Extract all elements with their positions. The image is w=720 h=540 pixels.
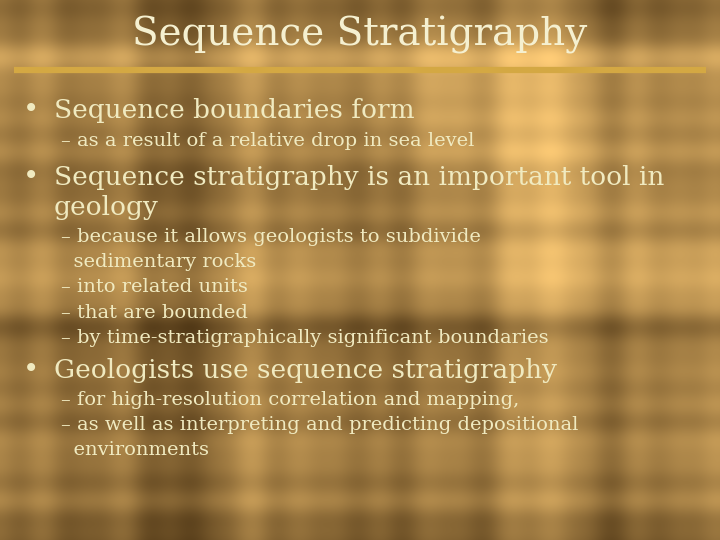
Text: Sequence boundaries form: Sequence boundaries form <box>54 98 415 123</box>
Text: Sequence Stratigraphy: Sequence Stratigraphy <box>132 16 588 54</box>
Text: Geologists use sequence stratigraphy: Geologists use sequence stratigraphy <box>54 359 557 383</box>
Text: – into related units: – into related units <box>61 278 248 296</box>
Text: – as a result of a relative drop in sea level: – as a result of a relative drop in sea … <box>61 132 474 151</box>
Text: •: • <box>23 164 40 191</box>
Text: – that are bounded: – that are bounded <box>61 303 248 322</box>
Text: •: • <box>23 97 40 124</box>
Text: – by time-stratigraphically significant boundaries: – by time-stratigraphically significant … <box>61 329 549 347</box>
Text: – as well as interpreting and predicting depositional: – as well as interpreting and predicting… <box>61 416 579 434</box>
Text: sedimentary rocks: sedimentary rocks <box>61 253 256 271</box>
Text: Sequence stratigraphy is an important tool in: Sequence stratigraphy is an important to… <box>54 165 665 190</box>
Text: – for high-resolution correlation and mapping,: – for high-resolution correlation and ma… <box>61 390 519 409</box>
Text: •: • <box>23 357 40 384</box>
Text: geology: geology <box>54 195 159 220</box>
Text: – because it allows geologists to subdivide: – because it allows geologists to subdiv… <box>61 227 481 246</box>
Text: environments: environments <box>61 441 210 460</box>
